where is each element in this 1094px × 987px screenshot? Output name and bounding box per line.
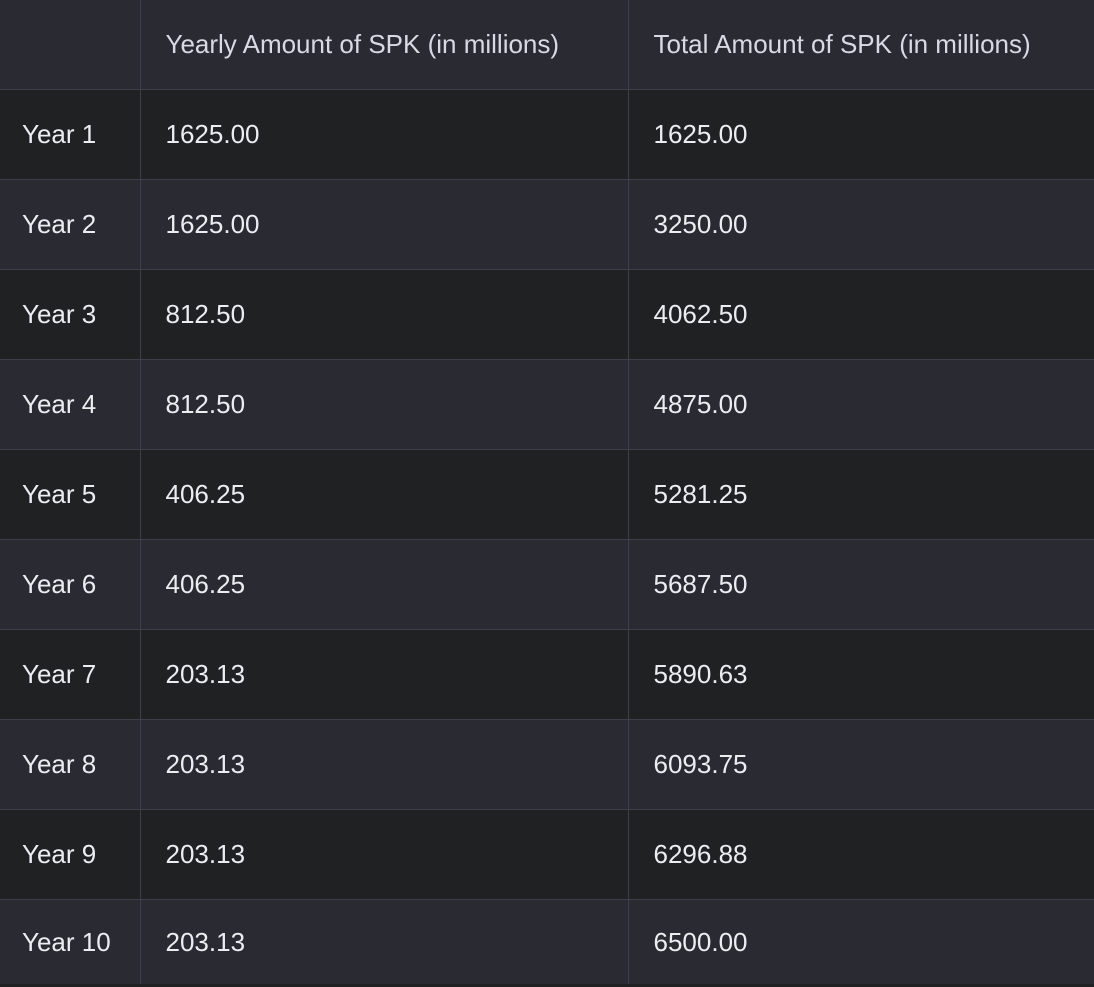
- year-cell: Year 8: [0, 719, 141, 810]
- year-cell: Year 3: [0, 269, 141, 360]
- table-row: Year 9 203.13 6296.88: [0, 809, 1094, 900]
- year-cell: Year 9: [0, 809, 141, 900]
- year-cell: Year 4: [0, 359, 141, 450]
- total-amount-cell: 5890.63: [627, 629, 1094, 720]
- table-row: Year 3 812.50 4062.50: [0, 269, 1094, 360]
- yearly-amount-cell: 812.50: [139, 269, 629, 360]
- table-row: Year 1 1625.00 1625.00: [0, 89, 1094, 180]
- year-cell: Year 5: [0, 449, 141, 540]
- yearly-amount-cell: 812.50: [139, 359, 629, 450]
- table-row: Year 6 406.25 5687.50: [0, 539, 1094, 630]
- table-row: Year 4 812.50 4875.00: [0, 359, 1094, 450]
- yearly-amount-cell: 406.25: [139, 539, 629, 630]
- total-amount-cell: 1625.00: [627, 89, 1094, 180]
- yearly-amount-cell: 203.13: [139, 899, 629, 984]
- yearly-amount-cell: 1625.00: [139, 179, 629, 270]
- header-cell-total-amount: Total Amount of SPK (in millions): [627, 0, 1094, 90]
- year-cell: Year 2: [0, 179, 141, 270]
- year-cell: Year 7: [0, 629, 141, 720]
- year-cell: Year 10: [0, 899, 141, 984]
- header-cell-year: [0, 0, 141, 90]
- yearly-amount-cell: 1625.00: [139, 89, 629, 180]
- table-row: Year 10 203.13 6500.00: [0, 899, 1094, 984]
- total-amount-cell: 5687.50: [627, 539, 1094, 630]
- year-cell: Year 6: [0, 539, 141, 630]
- table-row: Year 7 203.13 5890.63: [0, 629, 1094, 720]
- table-row: Year 8 203.13 6093.75: [0, 719, 1094, 810]
- yearly-amount-cell: 203.13: [139, 629, 629, 720]
- total-amount-cell: 3250.00: [627, 179, 1094, 270]
- table-row: Year 5 406.25 5281.25: [0, 449, 1094, 540]
- total-amount-cell: 4062.50: [627, 269, 1094, 360]
- total-amount-cell: 6500.00: [627, 899, 1094, 984]
- year-cell: Year 1: [0, 89, 141, 180]
- total-amount-cell: 4875.00: [627, 359, 1094, 450]
- yearly-amount-cell: 203.13: [139, 809, 629, 900]
- table-row: Year 2 1625.00 3250.00: [0, 179, 1094, 270]
- yearly-amount-cell: 406.25: [139, 449, 629, 540]
- total-amount-cell: 6093.75: [627, 719, 1094, 810]
- total-amount-cell: 6296.88: [627, 809, 1094, 900]
- header-cell-yearly-amount: Yearly Amount of SPK (in millions): [139, 0, 629, 90]
- yearly-amount-cell: 203.13: [139, 719, 629, 810]
- table-header-row: Yearly Amount of SPK (in millions) Total…: [0, 0, 1094, 90]
- total-amount-cell: 5281.25: [627, 449, 1094, 540]
